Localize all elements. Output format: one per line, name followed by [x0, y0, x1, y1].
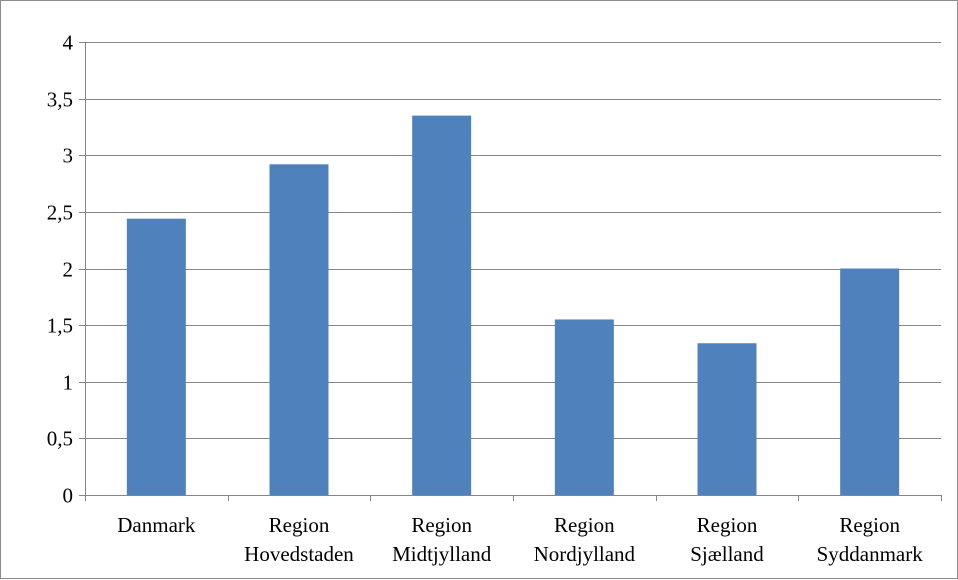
y-tick-label: 0: [63, 484, 74, 508]
x-category-label-line: Danmark: [117, 513, 196, 537]
y-tick-label: 2,5: [47, 201, 73, 225]
x-category-label-line: Syddanmark: [817, 542, 924, 566]
y-tick-label: 1: [63, 371, 74, 395]
x-category-label: Region Syddanmark: [817, 513, 924, 566]
y-tick-label: 4: [63, 31, 74, 55]
bars: [126, 115, 900, 496]
y-axis-tick-labels: 0 0,5 1 1,5 2 2,5 3 3,5 4: [47, 31, 74, 508]
x-category-label-line: Region: [411, 513, 472, 537]
y-tick-label: 0,5: [47, 427, 73, 451]
y-tick-label: 1,5: [47, 314, 73, 338]
x-category-label: Danmark: [117, 513, 196, 537]
bar: [554, 319, 614, 495]
x-category-label-line: Region: [839, 513, 900, 537]
x-axis-category-labels: Danmark Region Hovedstaden Region Midtjyllan…: [117, 513, 923, 566]
x-category-label-line: Nordjylland: [534, 542, 636, 566]
y-tick-label: 2: [63, 258, 74, 282]
x-category-label-line: Sjælland: [690, 542, 764, 566]
x-category-label: Region Hovedstaden: [244, 513, 354, 566]
x-category-label: Region Sjælland: [690, 513, 764, 566]
x-category-label-line: Region: [697, 513, 758, 537]
bar: [126, 218, 186, 496]
x-category-label: Region Midtjylland: [392, 513, 492, 566]
bar: [697, 343, 757, 495]
bar: [269, 164, 329, 495]
x-category-label: Region Nordjylland: [534, 513, 636, 566]
bar: [840, 268, 900, 495]
bar: [412, 115, 472, 496]
x-category-label-line: Midtjylland: [392, 542, 492, 566]
gridlines: [85, 42, 941, 439]
x-category-label-line: Region: [554, 513, 615, 537]
x-category-label-line: Hovedstaden: [244, 542, 354, 566]
axes: [79, 42, 942, 501]
x-category-label-line: Region: [269, 513, 330, 537]
y-tick-label: 3,5: [47, 88, 73, 112]
y-tick-label: 3: [63, 144, 74, 168]
